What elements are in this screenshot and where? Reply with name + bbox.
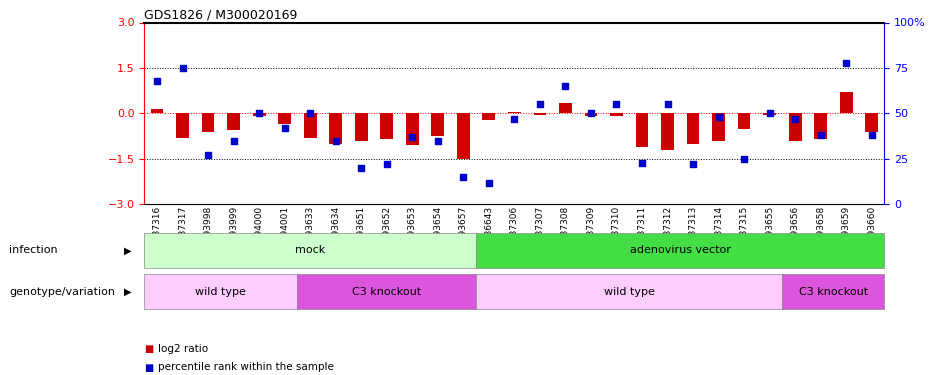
Point: [201, 152, 216, 158]
Text: percentile rank within the sample: percentile rank within the sample: [158, 363, 334, 372]
Point: [251, 110, 266, 116]
Point: [711, 114, 726, 120]
Point: [379, 161, 394, 167]
Bar: [304, 113, 317, 138]
Text: ■: ■: [144, 363, 154, 372]
Point: [226, 138, 241, 144]
Bar: [840, 92, 853, 113]
Point: [558, 83, 573, 89]
Bar: [610, 113, 623, 117]
Point: [303, 110, 317, 116]
Bar: [381, 113, 393, 139]
Text: ■: ■: [144, 344, 154, 354]
Bar: [482, 113, 495, 120]
Bar: [508, 112, 520, 113]
Bar: [789, 113, 802, 141]
Point: [277, 125, 292, 131]
Text: mock: mock: [295, 245, 325, 255]
Point: [533, 101, 547, 107]
Point: [813, 132, 828, 138]
Text: genotype/variation: genotype/variation: [9, 286, 115, 297]
Bar: [533, 113, 546, 115]
Bar: [176, 113, 189, 138]
Point: [506, 116, 521, 122]
Point: [354, 165, 369, 171]
Point: [762, 110, 777, 116]
Bar: [355, 113, 368, 141]
Bar: [227, 113, 240, 130]
Bar: [815, 113, 827, 139]
Bar: [585, 113, 598, 117]
Point: [405, 134, 420, 140]
Point: [788, 116, 803, 122]
Text: ▶: ▶: [124, 245, 131, 255]
Bar: [457, 113, 470, 159]
Bar: [636, 113, 648, 147]
Point: [584, 110, 599, 116]
Text: C3 knockout: C3 knockout: [352, 286, 422, 297]
Point: [175, 65, 190, 71]
Text: C3 knockout: C3 knockout: [799, 286, 868, 297]
Text: infection: infection: [9, 245, 58, 255]
Text: wild type: wild type: [604, 286, 654, 297]
Point: [660, 101, 675, 107]
Bar: [431, 113, 444, 136]
Bar: [661, 113, 674, 150]
Point: [635, 159, 650, 165]
Point: [685, 161, 700, 167]
Point: [736, 156, 751, 162]
Bar: [763, 113, 776, 115]
Text: adenovirus vector: adenovirus vector: [630, 245, 731, 255]
Point: [329, 138, 344, 144]
Point: [430, 138, 445, 144]
Point: [150, 78, 165, 84]
Text: ▶: ▶: [124, 286, 131, 297]
Bar: [202, 113, 214, 132]
Bar: [687, 113, 699, 144]
Point: [864, 132, 879, 138]
Bar: [151, 109, 164, 113]
Bar: [712, 113, 725, 141]
Text: wild type: wild type: [196, 286, 247, 297]
Bar: [406, 113, 419, 145]
Point: [456, 174, 471, 180]
Point: [609, 101, 624, 107]
Bar: [278, 113, 291, 124]
Text: GDS1826 / M300020169: GDS1826 / M300020169: [144, 8, 298, 21]
Bar: [737, 113, 750, 129]
Bar: [865, 113, 878, 132]
Point: [481, 180, 496, 186]
Bar: [253, 113, 265, 117]
Bar: [330, 113, 342, 144]
Bar: [559, 103, 572, 113]
Text: log2 ratio: log2 ratio: [158, 344, 209, 354]
Point: [839, 60, 854, 66]
